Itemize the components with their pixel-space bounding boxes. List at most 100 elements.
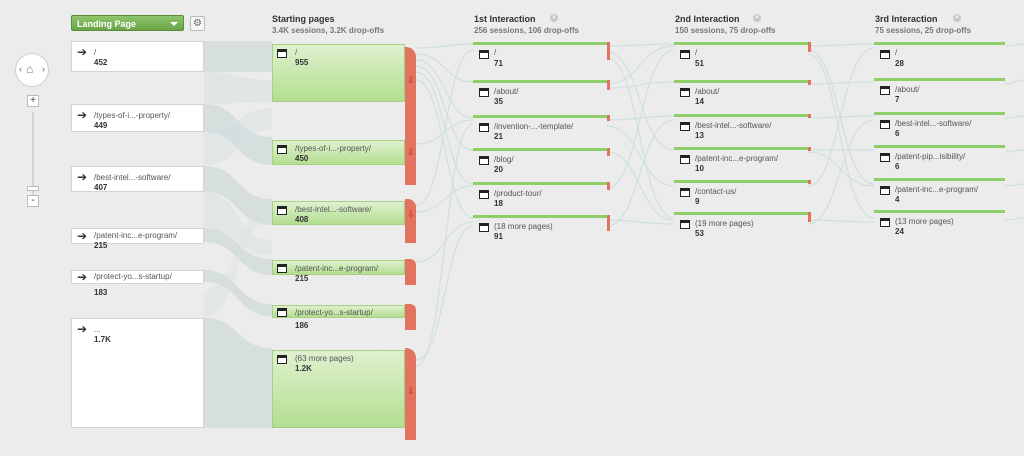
starting-page-node[interactable]: /protect-yo...s-startup/ 186 bbox=[272, 305, 405, 330]
page-icon bbox=[277, 206, 287, 215]
interaction-node[interactable]: /best-intel...-software/ 6 bbox=[874, 112, 1005, 138]
column-stats-1st: 256 sessions, 106 drop-offs bbox=[474, 26, 579, 35]
drop-off-bar[interactable] bbox=[808, 180, 811, 184]
source-node[interactable]: ➔ /protect-yo...s-startup/ 183 bbox=[71, 270, 204, 297]
starting-page-node[interactable]: /types-of-i...-property/ 450 bbox=[272, 140, 405, 165]
drop-off-bar[interactable] bbox=[607, 115, 610, 121]
interaction-node[interactable]: / 28 bbox=[874, 42, 1005, 68]
page-icon bbox=[479, 50, 489, 59]
interaction-node[interactable]: /about/ 14 bbox=[674, 80, 811, 106]
drop-off-bar[interactable] bbox=[808, 114, 811, 118]
page-label: / bbox=[295, 48, 298, 57]
drop-off-bar[interactable]: ⇩ bbox=[405, 137, 416, 185]
interaction-node[interactable]: / 51 bbox=[674, 42, 811, 68]
drop-off-bar[interactable] bbox=[607, 215, 610, 231]
page-icon bbox=[880, 86, 890, 95]
drop-off-bar[interactable] bbox=[607, 42, 610, 60]
page-count: 18 bbox=[494, 199, 503, 208]
page-icon bbox=[680, 155, 690, 164]
chevron-right-icon[interactable]: › bbox=[42, 64, 45, 74]
drop-off-bar[interactable]: ⇩ bbox=[405, 348, 416, 440]
page-count: 215 bbox=[295, 274, 309, 283]
interaction-node[interactable]: (18 more pages) 91 bbox=[473, 215, 610, 243]
starting-page-node[interactable]: (63 more pages) 1.2K bbox=[272, 350, 405, 428]
source-label: /best-intel...-software/ bbox=[94, 173, 171, 182]
drop-off-bar[interactable] bbox=[808, 80, 811, 85]
starting-page-node[interactable]: /best-intel...-software/ 408 bbox=[272, 201, 405, 225]
interaction-node[interactable]: /about/ 7 bbox=[874, 78, 1005, 104]
close-icon[interactable]: ✕ bbox=[953, 14, 961, 22]
source-count: 407 bbox=[94, 183, 108, 192]
page-count: 1.2K bbox=[295, 364, 312, 373]
chevron-left-icon[interactable]: ‹ bbox=[19, 64, 22, 74]
page-count: 91 bbox=[494, 232, 503, 241]
source-label: / bbox=[94, 48, 97, 57]
drop-off-bar[interactable] bbox=[405, 304, 416, 330]
interaction-node[interactable]: (13 more pages) 24 bbox=[874, 210, 1005, 236]
arrow-right-icon: ➔ bbox=[77, 170, 88, 184]
source-label: ... bbox=[94, 325, 101, 334]
page-icon bbox=[880, 218, 890, 227]
page-count: 24 bbox=[895, 227, 904, 236]
page-icon bbox=[680, 220, 690, 229]
source-node[interactable]: ➔ / 452 bbox=[71, 41, 204, 72]
zoom-out-button[interactable]: - bbox=[27, 195, 39, 207]
interaction-node[interactable]: /contact-us/ 9 bbox=[674, 180, 811, 206]
source-node[interactable]: ➔ /types-of-i...-property/ 449 bbox=[71, 104, 204, 132]
interaction-node[interactable]: /patent-inc...e-program/ 10 bbox=[674, 147, 811, 173]
interaction-node[interactable]: (19 more pages) 53 bbox=[674, 212, 811, 240]
drop-off-bar[interactable] bbox=[808, 147, 811, 151]
drop-arrow-icon: ⇩ bbox=[407, 386, 415, 396]
column-title-2nd: 2nd Interaction bbox=[675, 14, 740, 24]
page-count: 955 bbox=[295, 58, 309, 67]
zoom-slider-handle[interactable] bbox=[27, 186, 39, 191]
column-title-starting: Starting pages bbox=[272, 14, 335, 24]
drop-off-bar[interactable]: ⇩ bbox=[405, 199, 416, 243]
page-label: / bbox=[494, 48, 497, 57]
page-icon bbox=[479, 88, 489, 97]
page-count: 186 bbox=[295, 321, 309, 330]
page-label: /patent-inc...e-program/ bbox=[895, 185, 979, 194]
interaction-node[interactable]: /invention-...-template/ 21 bbox=[473, 115, 610, 141]
drop-off-bar[interactable] bbox=[607, 148, 610, 156]
close-icon[interactable]: ✕ bbox=[550, 14, 558, 22]
page-label: /best-intel...-software/ bbox=[295, 205, 372, 214]
interaction-node[interactable]: / 71 bbox=[473, 42, 610, 68]
page-icon bbox=[880, 153, 890, 162]
interaction-node[interactable]: /patent-pip...isibility/ 6 bbox=[874, 145, 1005, 171]
column-stats-2nd: 150 sessions, 75 drop-offs bbox=[675, 26, 776, 35]
drop-off-bar[interactable] bbox=[607, 80, 610, 90]
interaction-node[interactable]: /patent-inc...e-program/ 4 bbox=[874, 178, 1005, 204]
drop-off-bar[interactable]: ⇩ bbox=[405, 47, 416, 147]
source-node[interactable]: ➔ /best-intel...-software/ 407 bbox=[71, 166, 204, 192]
page-label: /protect-yo...s-startup/ bbox=[295, 308, 373, 317]
close-icon[interactable]: ✕ bbox=[753, 14, 761, 22]
source-count: 452 bbox=[94, 58, 108, 67]
starting-page-node[interactable]: /patent-inc...e-program/ 215 bbox=[272, 260, 405, 283]
dimension-dropdown[interactable]: Landing Page bbox=[71, 15, 184, 31]
source-node[interactable]: ➔ ... 1.7K bbox=[71, 318, 204, 428]
arrow-right-icon: ➔ bbox=[77, 322, 88, 336]
interaction-node[interactable]: /blog/ 20 bbox=[473, 148, 610, 174]
drop-arrow-icon: ⇩ bbox=[407, 209, 415, 219]
gear-icon[interactable]: ⚙ bbox=[190, 16, 205, 31]
drop-off-bar[interactable] bbox=[607, 182, 610, 190]
dimension-dropdown-label: Landing Page bbox=[77, 19, 137, 29]
interaction-node[interactable]: /about/ 35 bbox=[473, 80, 610, 106]
starting-page-node[interactable]: / 955 bbox=[272, 44, 405, 102]
interaction-node[interactable]: /best-intel...-software/ 13 bbox=[674, 114, 811, 140]
source-node[interactable]: ➔ /patent-inc...e-program/ 215 bbox=[71, 228, 204, 250]
source-count: 183 bbox=[94, 288, 108, 297]
source-count: 449 bbox=[94, 121, 108, 130]
drop-off-bar[interactable] bbox=[405, 259, 416, 285]
page-icon bbox=[277, 145, 287, 154]
interaction-node[interactable]: /product-tour/ 18 bbox=[473, 182, 610, 208]
home-icon[interactable]: ⌂ bbox=[26, 62, 34, 76]
drop-off-bar[interactable] bbox=[808, 42, 811, 52]
column-title-1st: 1st Interaction bbox=[474, 14, 536, 24]
drop-off-bar[interactable] bbox=[808, 212, 811, 222]
page-label: /types-of-i...-property/ bbox=[295, 144, 372, 153]
pan-control[interactable]: ‹ ⌂ › bbox=[15, 53, 49, 87]
zoom-in-button[interactable]: + bbox=[27, 95, 39, 107]
